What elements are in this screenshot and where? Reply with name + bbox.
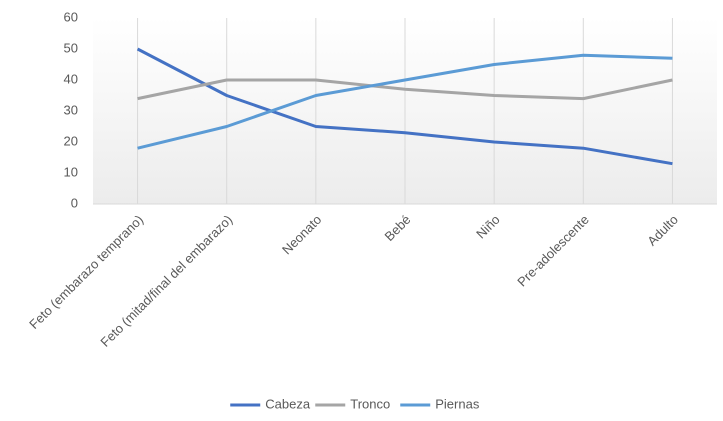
y-tick-label: 30	[64, 102, 78, 117]
series-line	[136, 47, 673, 166]
x-tick-label: Niño	[473, 212, 503, 242]
y-tick-label: 50	[64, 40, 78, 55]
series-line	[137, 53, 673, 150]
y-tick-label: 10	[64, 164, 78, 179]
legend-label: Tronco	[350, 396, 390, 411]
x-tick-label: Bebé	[381, 212, 413, 244]
x-tick-label: Neonato	[279, 212, 324, 257]
series-line	[137, 78, 673, 101]
y-tick-label: 60	[64, 9, 78, 24]
x-tick-label: Pre-adolescente	[514, 212, 592, 290]
legend-label: Piernas	[435, 396, 480, 411]
y-tick-label: 0	[71, 195, 78, 210]
x-tick-label: Adulto	[644, 212, 681, 249]
y-tick-label: 40	[64, 71, 78, 86]
legend-label: Cabeza	[265, 396, 311, 411]
y-tick-label: 20	[64, 133, 78, 148]
